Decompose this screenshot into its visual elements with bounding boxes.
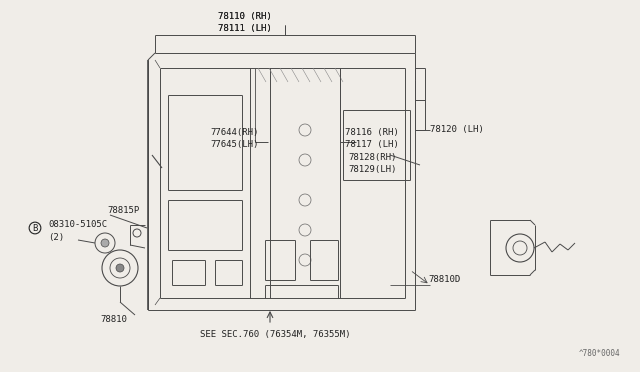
Text: 08310-5105C: 08310-5105C: [48, 219, 107, 228]
Circle shape: [116, 264, 124, 272]
Circle shape: [101, 239, 109, 247]
Text: 78815P: 78815P: [107, 206, 140, 215]
Text: 78810D: 78810D: [428, 275, 460, 284]
Text: 78810: 78810: [100, 315, 127, 324]
Text: SEE SEC.760 (76354M, 76355M): SEE SEC.760 (76354M, 76355M): [200, 330, 351, 339]
Text: B: B: [32, 224, 38, 232]
Text: (2): (2): [48, 232, 64, 241]
Text: 78120 (LH): 78120 (LH): [430, 125, 484, 134]
Text: 78110 (RH)
78111 (LH): 78110 (RH) 78111 (LH): [218, 12, 272, 33]
Text: ^780*0004: ^780*0004: [579, 349, 620, 358]
Text: 77644(RH)
77645(LH): 77644(RH) 77645(LH): [210, 128, 259, 149]
Text: 78116 (RH)
78117 (LH): 78116 (RH) 78117 (LH): [345, 128, 399, 149]
Text: 78110 (RH)
78111 (LH): 78110 (RH) 78111 (LH): [218, 12, 272, 33]
Text: 78128(RH)
78129(LH): 78128(RH) 78129(LH): [348, 153, 396, 174]
